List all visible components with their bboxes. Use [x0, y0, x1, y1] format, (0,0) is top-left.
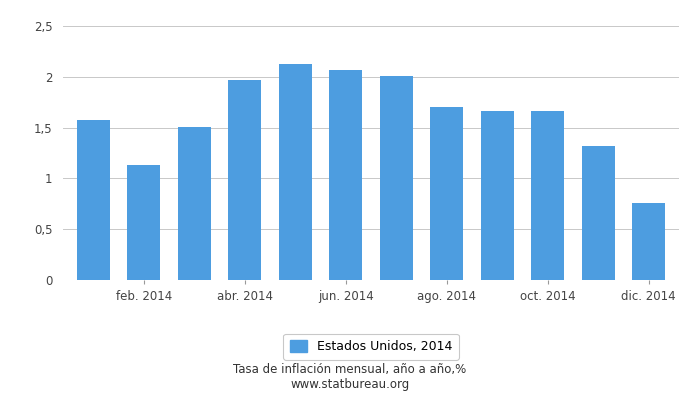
- Text: www.statbureau.org: www.statbureau.org: [290, 378, 410, 391]
- Bar: [279, 64, 312, 280]
- Bar: [380, 76, 413, 280]
- Legend: Estados Unidos, 2014: Estados Unidos, 2014: [284, 334, 458, 360]
- Bar: [481, 112, 514, 280]
- Bar: [127, 165, 160, 280]
- Bar: [430, 107, 463, 280]
- Bar: [178, 127, 211, 280]
- Bar: [632, 203, 665, 280]
- Bar: [582, 146, 615, 280]
- Text: Tasa de inflación mensual, año a año,%: Tasa de inflación mensual, año a año,%: [233, 364, 467, 376]
- Bar: [531, 112, 564, 280]
- Bar: [329, 70, 362, 280]
- Bar: [77, 120, 110, 280]
- Bar: [228, 80, 261, 280]
